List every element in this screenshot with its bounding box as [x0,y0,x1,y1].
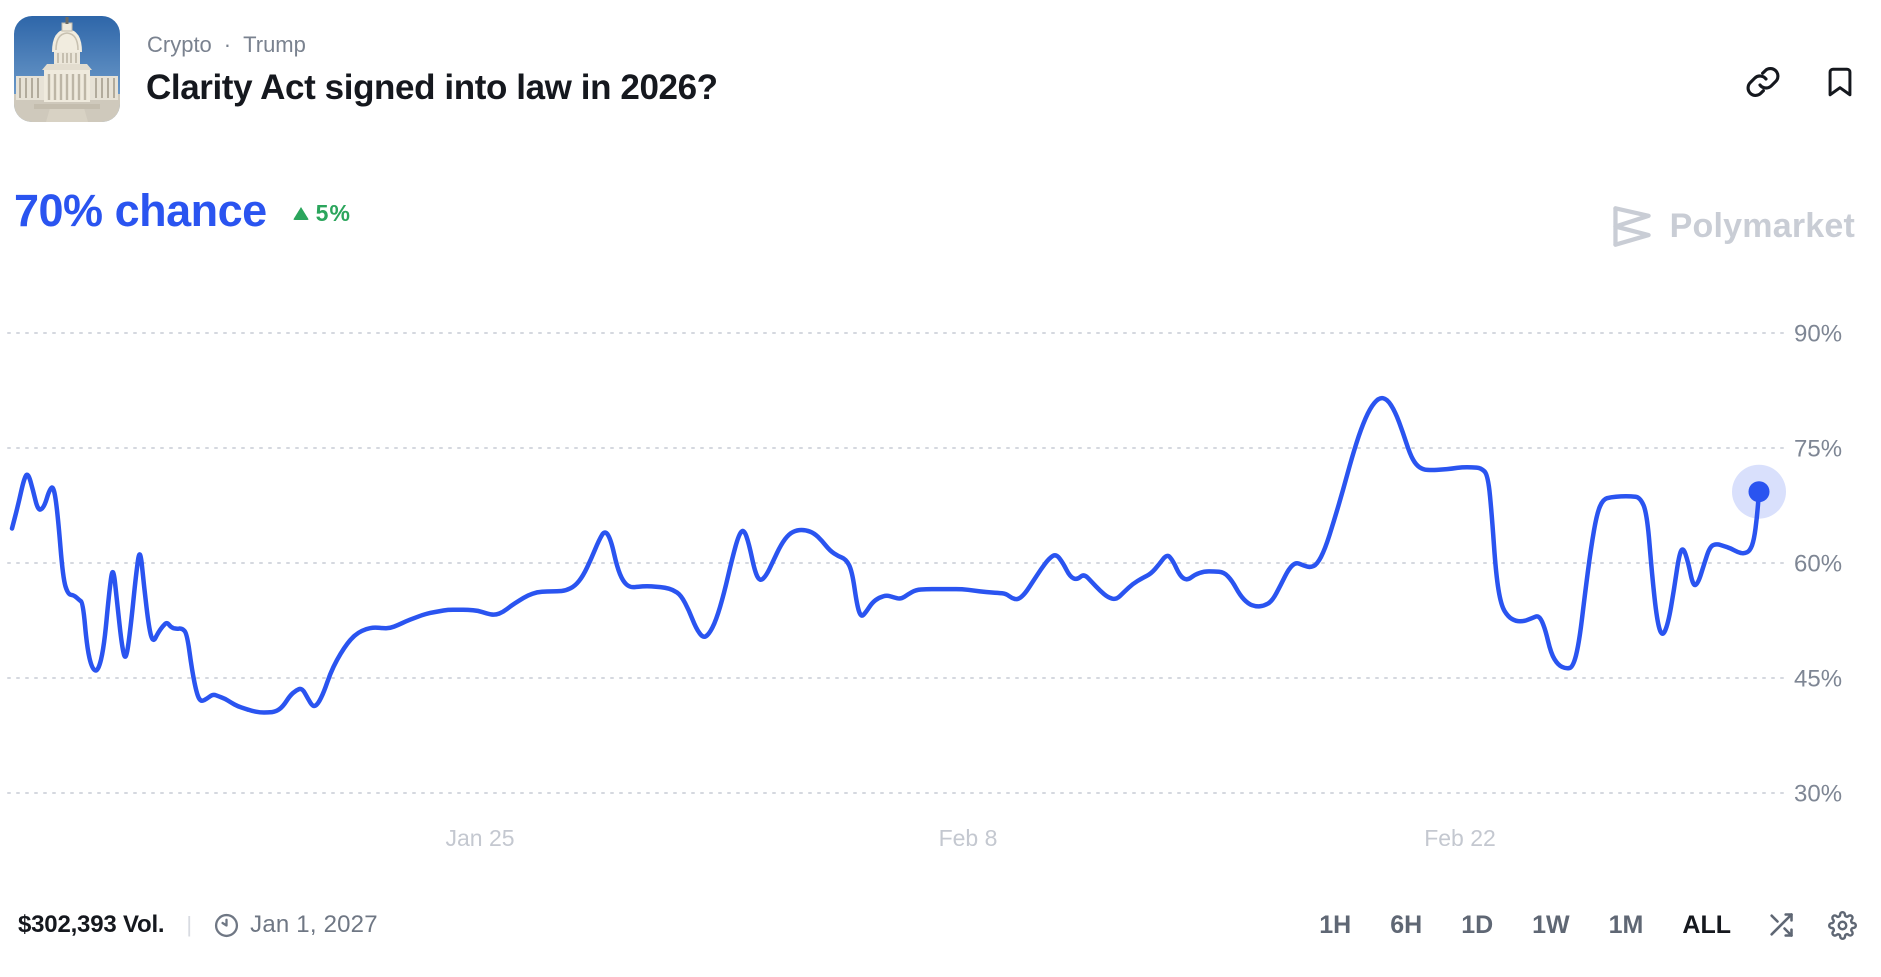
timeframe-6h[interactable]: 6H [1390,910,1423,939]
y-tick-60: 60% [1794,550,1842,577]
price-row: 70% chance 5% [14,186,351,236]
x-tick-feb-8: Feb 8 [939,825,998,851]
timeframe-group: 1H 6H 1D 1W 1M ALL [1316,909,1734,942]
footer-meta: $302,393 Vol. | Jan 1, 2027 [18,905,378,945]
y-tick-30: 30% [1794,780,1842,807]
chart-svg: 90% 75% 60% 45% 30% Jan 25 Feb 8 Feb 22 [7,320,1842,851]
bookmark-icon[interactable] [1823,65,1857,99]
clock-icon [214,913,239,938]
price-line [9,395,1762,715]
x-tick-jan-25: Jan 25 [445,825,514,851]
market-avatar [14,16,120,122]
header-actions [1745,64,1857,100]
volume-label: $302,393 Vol. [18,911,165,938]
footer-separator: | [186,912,193,937]
chance-value: 70% chance [14,185,267,236]
polymarket-logo-icon [1613,206,1651,247]
price-delta: 5% [292,199,351,236]
y-tick-75: 75% [1794,435,1842,462]
price-chart[interactable]: 90% 75% 60% 45% 30% Jan 25 Feb 8 Feb 22 [0,270,1881,910]
timeframe-1d[interactable]: 1D [1461,910,1494,939]
polymarket-watermark: Polymarket [1608,203,1855,250]
timeframe-1h[interactable]: 1H [1319,910,1352,939]
delta-up-icon [292,206,309,220]
x-tick-feb-22: Feb 22 [1424,825,1496,851]
y-tick-90: 90% [1794,320,1842,347]
breadcrumb-tag[interactable]: Trump [243,32,306,57]
capitol-image [14,16,120,122]
chart-controls: 1H 6H 1D 1W 1M ALL [1316,903,1857,947]
watermark-brand: Polymarket [1669,207,1855,245]
timeframe-1w[interactable]: 1W [1532,910,1570,939]
breadcrumb-category[interactable]: Crypto [147,32,212,57]
settings-gear-icon[interactable] [1828,910,1857,940]
current-point-dot [1748,481,1770,503]
breadcrumb: Crypto · Trump [147,32,306,58]
timeframe-1m[interactable]: 1M [1608,910,1644,939]
timeframe-all[interactable]: ALL [1682,910,1731,939]
copy-link-icon[interactable] [1745,64,1781,100]
breadcrumb-separator: · [223,32,232,57]
delta-value: 5% [315,199,351,226]
shuffle-compare-icon[interactable] [1767,911,1795,939]
page-title: Clarity Act signed into law in 2026? [146,68,718,107]
y-tick-45: 45% [1794,665,1842,692]
end-date-label: Jan 1, 2027 [250,911,378,938]
